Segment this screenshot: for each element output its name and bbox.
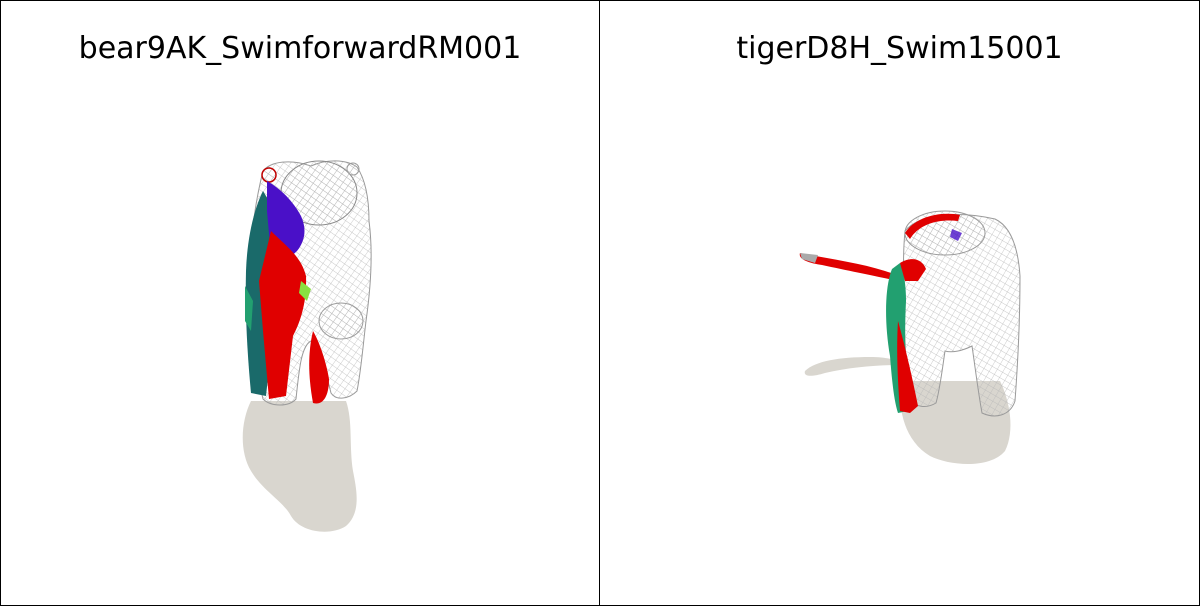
tiger-tail-tip bbox=[800, 253, 818, 263]
viewport-right: tigerD8H_Swim15001 bbox=[599, 0, 1200, 606]
bear-raised-paw bbox=[318, 302, 364, 340]
bear-red-region bbox=[259, 231, 307, 399]
tiger-tail bbox=[799, 253, 899, 281]
viewport-title: tigerD8H_Swim15001 bbox=[736, 31, 1063, 66]
bear-shadow bbox=[242, 401, 357, 532]
bear-ear-right bbox=[346, 162, 360, 176]
bear-green-left bbox=[245, 286, 253, 331]
tiger-red-shoulder bbox=[900, 259, 926, 281]
viewport-title: bear9AK_SwimforwardRM001 bbox=[78, 31, 522, 66]
tiger-render bbox=[799, 210, 1021, 465]
bear-red-leg bbox=[309, 331, 329, 404]
viewport-left: bear9AK_SwimforwardRM001 bbox=[0, 0, 600, 606]
tiger-tail-shadow bbox=[804, 357, 900, 376]
bear-green-patch bbox=[299, 281, 311, 301]
tiger-head-red-edge bbox=[905, 213, 960, 239]
bear-ear-left bbox=[261, 167, 277, 183]
bear-render bbox=[242, 160, 372, 532]
tiger-red-leg bbox=[897, 321, 918, 413]
tiger-blue-mark bbox=[950, 229, 962, 241]
